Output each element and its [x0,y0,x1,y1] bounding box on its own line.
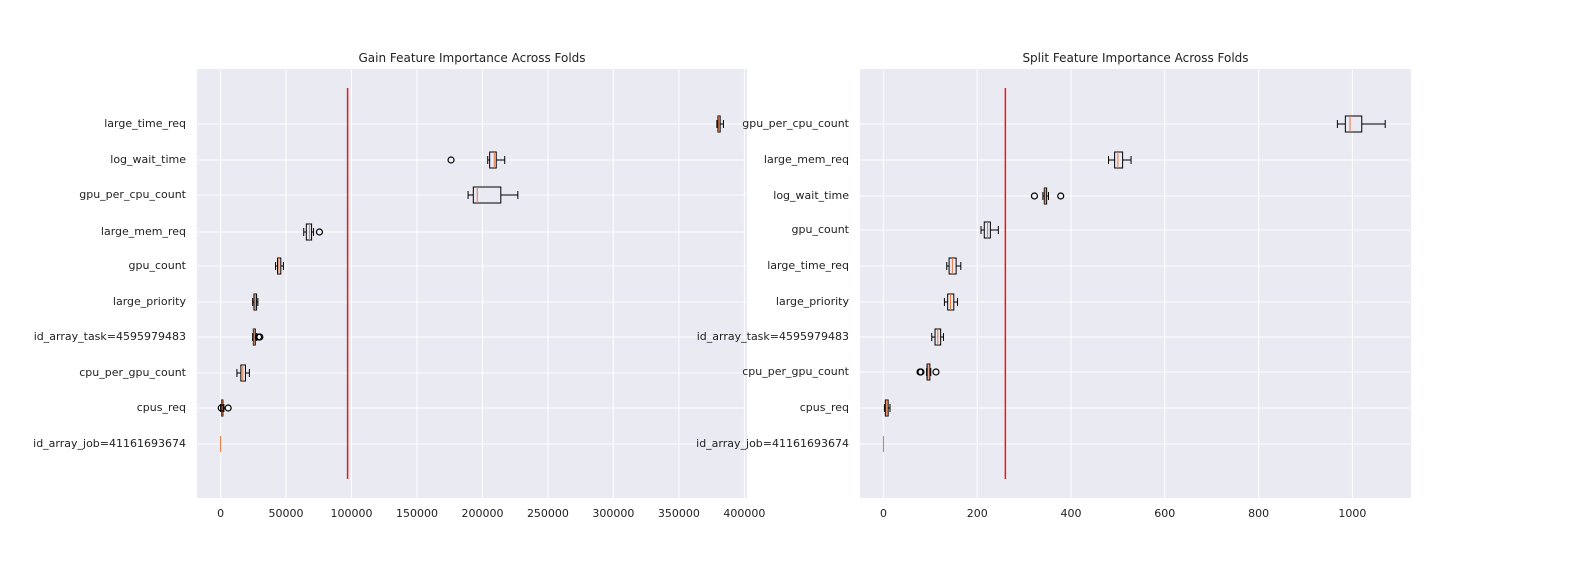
y-tick-label: large_time_req [767,259,849,272]
plot-area [860,69,1411,498]
outlier-point [932,368,940,376]
y-tick-label: id_array_task=4595979483 [34,330,186,343]
boxplot-large_priority [943,293,959,311]
x-tick-label: 150000 [396,507,438,520]
x-tick-label: 50000 [269,507,304,520]
x-tick-label: 100000 [331,507,373,520]
boxplot-id_array_task=4595979483 [931,328,944,346]
outlier-point [256,333,264,341]
boxplot-large_mem_req [1108,151,1132,169]
x-tick-label: 0 [217,507,224,520]
boxplot-gpu_count [980,221,999,239]
y-tick-label: large_priority [113,295,187,308]
boxplot-large_mem_req [303,223,324,241]
x-tick-label: 250000 [527,507,569,520]
y-tick-label: gpu_count [792,223,850,236]
x-tick-label: 350000 [658,507,700,520]
y-tick-label: gpu_per_cpu_count [742,117,849,130]
boxplot-cpu_per_gpu_count [236,364,250,382]
boxplot-cpu_per_gpu_count [916,363,940,381]
x-tick-label: 300000 [592,507,634,520]
outlier-point [1030,192,1039,200]
y-tick-label: cpus_req [800,401,849,414]
iqr-box [472,186,502,204]
outlier-point [917,368,925,376]
y-tick-label: cpu_per_gpu_count [742,365,849,378]
outlier-point [315,228,324,236]
y-tick-label: large_mem_req [764,153,849,166]
y-tick-label: large_priority [776,295,850,308]
boxplot-gpu_per_cpu_count [1336,115,1386,133]
outlier-point [1057,192,1065,200]
boxplot-large_priority [252,293,259,311]
y-tick-label: id_array_job=41161693674 [696,437,849,450]
iqr-box [305,223,313,241]
y-tick-label: id_array_job=41161693674 [33,437,186,450]
y-tick-label: log_wait_time [110,153,186,166]
chart-title: Split Feature Importance Across Folds [1022,51,1248,65]
boxplot-id_array_task=4595979483 [252,328,264,346]
chart-panel-1: 0 50000 100000 150000 200000 250000 300000 3500… [33,51,765,520]
iqr-box [1114,151,1124,169]
boxplot-cpus_req [217,399,232,417]
x-tick-label: 400000 [723,507,765,520]
x-tick-label: 0 [880,507,887,520]
boxplot-large_time_req [716,115,724,133]
x-tick-label: 200 [967,507,988,520]
y-tick-label: cpus_req [137,401,186,414]
chart-panel-2: 0 200 400 600 800 1000 gpu_per_cpu_count large_… [696,51,1411,520]
boxplot-large_time_req [946,257,962,275]
boxplot-log_wait_time [447,151,506,169]
chart-title: Gain Feature Importance Across Folds [358,51,585,65]
y-tick-label: log_wait_time [773,189,849,202]
y-tick-label: large_mem_req [101,225,186,238]
boxplot-cpus_req [883,399,891,417]
boxplot-gpu_per_cpu_count [467,186,519,204]
y-tick-label: gpu_count [129,259,187,272]
x-tick-label: 800 [1248,507,1269,520]
outlier-point [217,404,225,412]
y-tick-label: gpu_per_cpu_count [79,188,186,201]
y-tick-label: large_time_req [104,117,186,130]
outlier-point [224,404,232,412]
x-tick-label: 600 [1154,507,1175,520]
iqr-box [489,151,497,169]
plot-area [197,69,747,498]
y-tick-label: cpu_per_gpu_count [79,366,186,379]
y-tick-label: id_array_task=4595979483 [697,330,849,343]
x-tick-label: 200000 [461,507,503,520]
boxplot-log_wait_time [1030,187,1065,205]
boxplot-gpu_count [275,257,284,275]
iqr-box [1344,115,1363,133]
x-tick-label: 1000 [1338,507,1366,520]
x-tick-label: 400 [1061,507,1082,520]
outlier-point [447,156,455,164]
